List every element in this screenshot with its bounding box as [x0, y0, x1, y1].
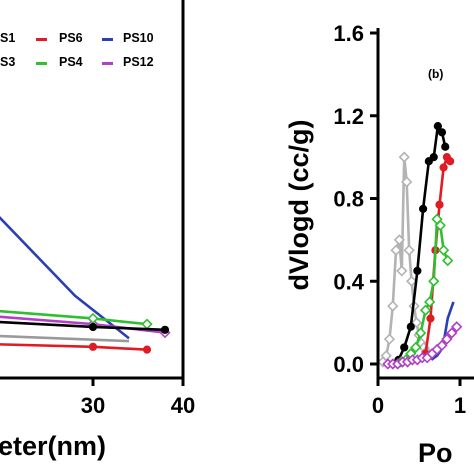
right-point-green-7	[428, 275, 440, 287]
left-point-ps4-1	[87, 312, 99, 325]
right-point-gray-5	[393, 234, 405, 246]
right-point-green-10	[437, 244, 450, 256]
right-point-gray-3	[387, 300, 399, 312]
right-point-gray-6	[396, 265, 408, 277]
left-series-line-ps6	[0, 343, 148, 351]
legend-swatch-ps6	[36, 38, 47, 41]
right-point-black-1	[400, 343, 409, 352]
left-point-ps6-2	[142, 345, 152, 354]
right-point-red-3	[435, 200, 444, 209]
legend-label-ps6: PS6	[59, 31, 83, 45]
right-panel-annotation: (b)	[428, 67, 443, 81]
right-point-purple-14	[451, 321, 463, 333]
right-point-black-3	[413, 266, 422, 276]
legend-label-ps10: PS10	[123, 31, 154, 45]
right-point-green-11	[442, 254, 454, 267]
right-y-tick-group: 0.0 0.4 0.8 1.2 1.6	[333, 21, 378, 377]
left-series-group	[0, 215, 171, 354]
legend-label-ps4: PS4	[59, 55, 83, 69]
legend-swatch-ps12	[102, 62, 113, 65]
left-x-tick-group: 30 40	[81, 378, 195, 418]
left-chart-panel: 30 40 eter(nm) S1 PS6 PS10 S3 PS4 PS12	[0, 0, 195, 461]
right-point-red-1	[426, 314, 435, 323]
right-point-red-6	[446, 157, 455, 166]
legend-swatch-ps10	[102, 38, 113, 41]
left-x-tick-label-1: 40	[171, 393, 195, 418]
right-point-green-4	[415, 327, 427, 339]
right-x-tick-label-0: 0	[372, 393, 384, 418]
legend-swatch-ps4	[36, 62, 47, 65]
legend-label-ps12: PS12	[123, 55, 154, 69]
left-point-ps8-1	[88, 322, 98, 332]
right-y-tick-label-1: 0.4	[333, 269, 364, 294]
right-point-green-3	[410, 341, 422, 354]
right-x-tick-label-1: 1	[454, 393, 466, 418]
right-point-gray-4	[390, 244, 402, 256]
legend-label-s3: S3	[0, 55, 15, 69]
right-y-axis-label: dVlogd (cc/g)	[284, 120, 314, 291]
left-point-ps6-1	[88, 342, 98, 351]
left-x-tick-label-0: 30	[81, 393, 105, 418]
right-point-gray-8	[401, 176, 413, 188]
right-point-purple-11	[436, 339, 448, 352]
right-point-gray-7	[398, 151, 410, 163]
left-x-axis-label: eter(nm)	[0, 431, 106, 461]
right-y-tick-label-4: 1.6	[333, 21, 364, 46]
right-point-black-6	[429, 153, 438, 162]
right-point-red-4	[439, 163, 448, 172]
right-point-black-8	[437, 128, 447, 137]
right-point-black-2	[406, 322, 415, 331]
left-legend: S1 PS6 PS10 S3 PS4 PS12	[0, 31, 154, 69]
left-series-line-ps2	[0, 334, 130, 343]
legend-label-s1: S1	[0, 31, 15, 45]
right-point-green-5	[419, 304, 432, 316]
right-x-axis-label: Po	[418, 438, 453, 468]
left-series-line-ps10	[0, 215, 130, 340]
right-y-tick-label-2: 0.8	[333, 187, 364, 212]
right-point-gray-9	[403, 244, 415, 256]
left-point-ps4-2	[141, 318, 153, 330]
right-point-gray-10	[405, 275, 418, 287]
right-point-black-4	[419, 204, 428, 213]
left-point-ps8-2	[160, 325, 170, 334]
right-point-purple-13	[446, 327, 458, 339]
right-series-group	[377, 121, 463, 370]
right-point-green-6	[424, 296, 436, 308]
right-point-purple-12	[441, 333, 453, 345]
right-point-black-9	[441, 142, 450, 151]
right-y-tick-label-3: 1.2	[333, 104, 364, 129]
right-point-green-9	[434, 219, 446, 232]
right-point-black-7	[433, 121, 442, 131]
right-y-tick-label-0: 0.0	[333, 352, 364, 377]
right-point-gray-2	[383, 333, 396, 345]
